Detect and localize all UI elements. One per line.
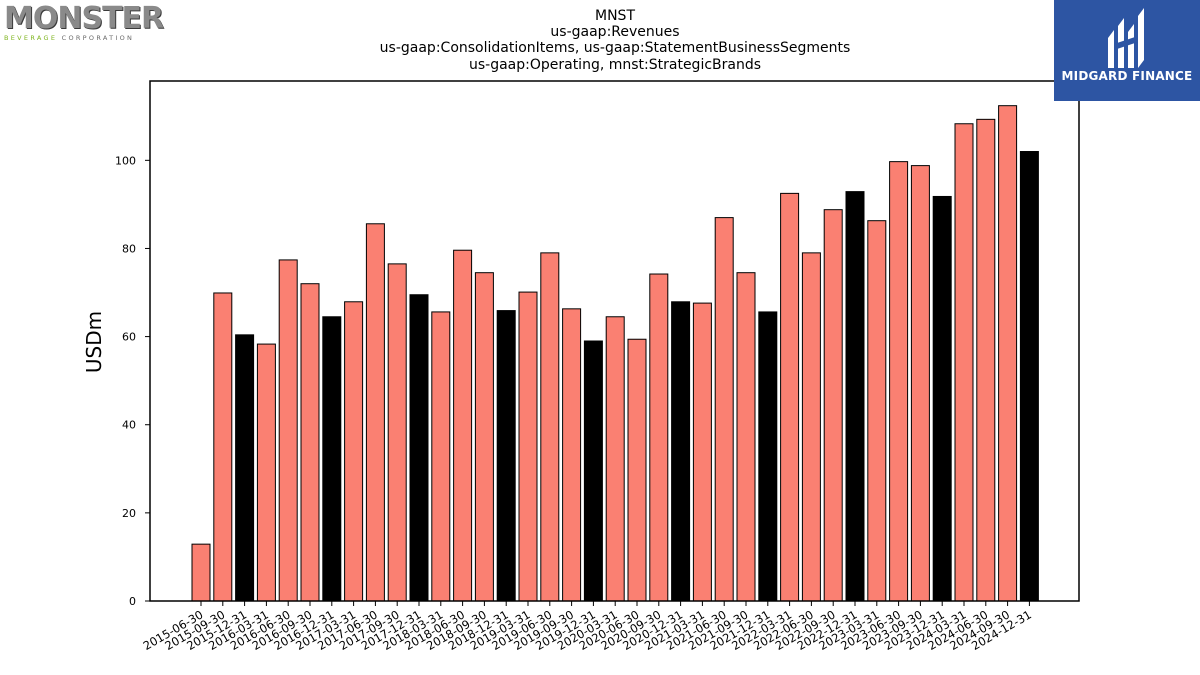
bar-series bbox=[191, 105, 1039, 602]
bar-2017-09-30 bbox=[387, 263, 407, 602]
bar-2020-06-30 bbox=[627, 338, 647, 602]
bar-2024-03-31 bbox=[954, 123, 974, 602]
bar-2018-09-30 bbox=[474, 272, 494, 602]
bar-2023-06-30 bbox=[889, 161, 909, 602]
y-tick-label: 60 bbox=[122, 331, 136, 344]
y-tick-label: 100 bbox=[115, 154, 136, 167]
bar-2019-12-31 bbox=[583, 340, 603, 602]
bar-2023-03-31 bbox=[867, 220, 887, 602]
bar-2021-12-31 bbox=[758, 311, 778, 602]
bar-2019-06-30 bbox=[540, 252, 560, 602]
midgard-mark-icon bbox=[1108, 8, 1144, 68]
bar-2021-03-31 bbox=[692, 302, 712, 602]
x-axis: 2015-06-302015-09-302015-12-312016-03-31… bbox=[141, 601, 1034, 653]
bar-2017-12-31 bbox=[409, 294, 429, 602]
bar-2015-09-30 bbox=[213, 292, 233, 602]
bar-2022-12-31 bbox=[845, 191, 865, 602]
bar-2018-06-30 bbox=[453, 249, 473, 602]
y-tick-label: 20 bbox=[122, 507, 136, 520]
bar-2018-03-31 bbox=[431, 311, 451, 602]
bar-2016-06-30 bbox=[278, 259, 298, 602]
bar-2024-12-31 bbox=[1019, 151, 1039, 602]
bar-2015-06-30 bbox=[191, 543, 211, 602]
y-axis: 0 20 40 60 80 100 bbox=[115, 154, 150, 608]
bar-2022-09-30 bbox=[823, 209, 843, 602]
midgard-logo-text: MIDGARD FINANCE bbox=[1061, 69, 1193, 83]
title-line-4: us-gaap:Operating, mnst:StrategicBrands bbox=[469, 57, 761, 73]
bar-2015-12-31 bbox=[235, 334, 255, 602]
bar-2021-09-30 bbox=[736, 272, 756, 602]
plot-frame bbox=[149, 80, 1080, 602]
bar-2020-03-31 bbox=[605, 316, 625, 602]
monster-logo-sub-rest: CORPORATION bbox=[57, 34, 135, 42]
midgard-finance-logo: MIDGARD FINANCE bbox=[1054, 0, 1200, 101]
bar-2023-09-30 bbox=[910, 165, 930, 602]
bar-2017-03-31 bbox=[344, 301, 364, 602]
monster-logo: MONSTER BEVERAGE CORPORATION bbox=[4, 4, 164, 46]
bar-2021-06-30 bbox=[714, 217, 734, 602]
y-axis-label: USDm bbox=[82, 311, 106, 373]
title-line-1: MNST bbox=[595, 8, 635, 24]
bar-2018-12-31 bbox=[496, 310, 516, 602]
bar-2019-03-31 bbox=[518, 291, 538, 602]
bar-2016-03-31 bbox=[256, 343, 276, 602]
y-tick-label: 80 bbox=[122, 242, 136, 255]
monster-logo-subtitle: BEVERAGE CORPORATION bbox=[4, 34, 164, 42]
chart-title: MNST us-gaap:Revenues us-gaap:Consolidat… bbox=[380, 8, 851, 73]
bar-2024-09-30 bbox=[998, 105, 1018, 602]
bar-2024-06-30 bbox=[976, 118, 996, 602]
title-line-2: us-gaap:Revenues bbox=[550, 24, 679, 40]
bar-2016-12-31 bbox=[322, 316, 342, 602]
bar-2017-06-30 bbox=[365, 223, 385, 602]
bar-2020-12-31 bbox=[671, 301, 691, 602]
bar-2019-09-30 bbox=[562, 308, 582, 602]
y-tick-label: 0 bbox=[129, 595, 136, 608]
monster-logo-word: MONSTER bbox=[4, 1, 164, 36]
bar-2020-09-30 bbox=[649, 273, 669, 602]
bar-2022-03-31 bbox=[780, 192, 800, 602]
monster-logo-sub-green: BEVERAGE bbox=[4, 34, 58, 42]
bar-2016-09-30 bbox=[300, 283, 320, 602]
title-line-3: us-gaap:ConsolidationItems, us-gaap:Stat… bbox=[380, 40, 851, 56]
y-tick-label: 40 bbox=[122, 419, 136, 432]
bar-2022-06-30 bbox=[801, 252, 821, 602]
bar-2023-12-31 bbox=[932, 195, 952, 602]
